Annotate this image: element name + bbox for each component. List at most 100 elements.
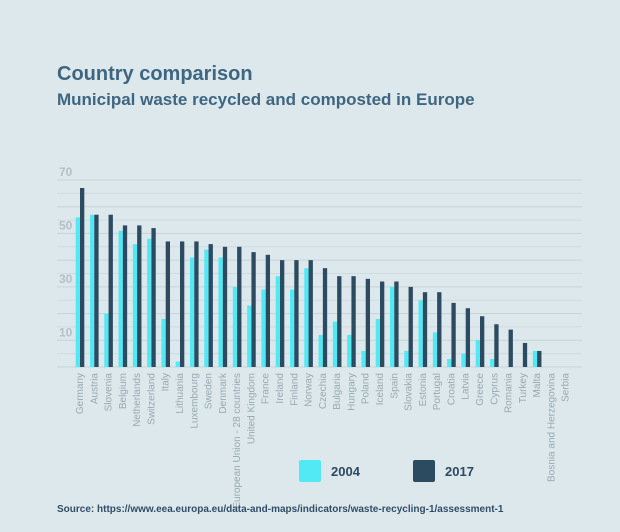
bar-2004-ireland <box>275 276 280 367</box>
bar-2017-slovenia <box>108 214 113 367</box>
bar-2004-belgium <box>118 230 123 367</box>
legend-swatch-2004 <box>299 460 321 482</box>
bar-2017-croatia <box>451 302 456 367</box>
x-tick-label: Italy <box>161 373 172 391</box>
bar-2017-european-union-28-countries <box>237 246 242 367</box>
bar-2004-portugal <box>432 332 438 367</box>
x-tick-label: Ireland <box>275 373 286 404</box>
chart-subtitle: Municipal waste recycled and composted i… <box>57 90 475 109</box>
legend-label-2004: 2004 <box>331 464 361 479</box>
x-tick-label: Belgium <box>118 373 129 409</box>
bar-2017-cyprus <box>494 324 499 367</box>
x-tick-label: Luxembourg <box>189 373 200 429</box>
x-tick-label: Iceland <box>375 373 386 405</box>
bar-2004-lithuania <box>175 361 180 367</box>
bar-2004-austria <box>89 214 95 367</box>
x-tick-label: Netherlands <box>132 373 143 427</box>
bar-2004-estonia <box>418 300 423 367</box>
y-axis: 10 30 50 70 <box>59 165 73 339</box>
x-tick-label: Switzerland <box>146 373 157 425</box>
bar-2004-hungary <box>347 334 352 367</box>
x-tick-label: Latvia <box>461 373 472 400</box>
bar-2017-norway <box>308 260 313 367</box>
bar-2017-latvia <box>465 308 471 367</box>
bar-2004-bulgaria <box>332 321 338 367</box>
x-tick-label: Slovakia <box>404 373 415 411</box>
x-tick-label: Cyprus <box>489 373 500 405</box>
bar-2004-latvia <box>461 353 466 367</box>
x-tick-label: Czechia <box>318 373 329 410</box>
bar-2004-spain <box>389 286 395 367</box>
bar-2004-czechia <box>318 334 323 367</box>
x-tick-label: Lithuania <box>175 373 186 414</box>
x-tick-label: Romania <box>504 373 515 413</box>
bar-2004-croatia <box>447 358 452 367</box>
x-tick-label: Estonia <box>418 373 429 407</box>
x-axis: Germany Austria Slovenia Belgium Netherlands… <box>75 372 572 509</box>
x-tick-label: Greece <box>475 373 486 406</box>
x-tick-label: Sweden <box>204 373 215 409</box>
bar-2004-netherlands <box>132 244 138 367</box>
bar-2017-france <box>265 254 271 367</box>
bar-2017-spain <box>394 281 399 367</box>
chart-title: Country comparison <box>57 63 253 85</box>
bar-2017-poland <box>365 278 371 367</box>
x-tick-label: Bosnia and Herzegovina <box>546 373 557 482</box>
bar-2017-switzerland <box>151 228 156 367</box>
legend: 2004 2017 <box>299 460 474 482</box>
x-tick-label: Hungary <box>346 373 357 411</box>
x-tick-label: Spain <box>389 373 400 399</box>
y-tick-label: 30 <box>59 272 73 286</box>
bar-2017-portugal <box>437 292 442 367</box>
bar-2004-finland <box>289 289 295 367</box>
bar-2004-switzerland <box>147 238 152 367</box>
bar-2004-slovakia <box>404 350 409 367</box>
x-tick-label: Norway <box>304 373 315 407</box>
x-tick-label: Slovenia <box>104 373 115 412</box>
bar-2004-iceland <box>375 318 380 367</box>
bars <box>75 188 542 367</box>
bar-2004-norway <box>304 268 309 367</box>
bar-2017-denmark <box>222 246 228 367</box>
bar-2017-bulgaria <box>337 276 342 367</box>
x-tick-label: Croatia <box>446 373 457 406</box>
x-tick-label: European Union - 28 countries <box>232 373 243 509</box>
x-tick-label: Denmark <box>218 372 229 414</box>
legend-swatch-2017 <box>413 460 435 482</box>
x-tick-label: United Kingdom <box>246 373 257 444</box>
bar-2017-malta <box>537 350 542 367</box>
y-tick-label: 10 <box>59 325 73 339</box>
x-tick-label: France <box>261 373 272 405</box>
bar-2004-slovenia <box>104 313 109 367</box>
bar-2017-czechia <box>322 268 328 367</box>
bar-2017-estonia <box>422 292 428 367</box>
x-tick-label: Turkey <box>518 373 529 403</box>
bar-2017-germany <box>80 188 85 367</box>
bar-2017-romania <box>508 329 513 367</box>
x-tick-label: Malta <box>532 373 543 398</box>
bar-2004-germany <box>75 217 80 367</box>
bar-2017-luxembourg <box>194 241 199 367</box>
x-tick-label: Germany <box>75 373 86 414</box>
x-tick-label: Serbia <box>561 373 572 402</box>
bar-2004-france <box>261 289 266 367</box>
bar-2017-finland <box>294 260 299 367</box>
source-note: Source: https://www.eea.europa.eu/data-a… <box>57 504 504 515</box>
bar-2017-slovakia <box>408 286 413 367</box>
x-tick-label: Poland <box>361 373 372 404</box>
bar-2017-ireland <box>280 260 285 367</box>
bar-2017-austria <box>94 214 99 367</box>
bar-2017-iceland <box>380 281 385 367</box>
x-tick-label: Finland <box>289 373 300 406</box>
bar-2004-cyprus <box>489 358 495 367</box>
y-tick-label: 50 <box>59 218 73 232</box>
bar-2017-hungary <box>351 276 356 367</box>
bar-2017-netherlands <box>137 225 142 367</box>
bar-2004-malta <box>532 350 538 367</box>
bar-2004-luxembourg <box>189 257 195 367</box>
bar-2017-italy <box>165 241 171 367</box>
bar-2004-italy <box>161 318 166 367</box>
bar-2017-greece <box>480 316 485 367</box>
bar-2004-denmark <box>218 257 223 367</box>
